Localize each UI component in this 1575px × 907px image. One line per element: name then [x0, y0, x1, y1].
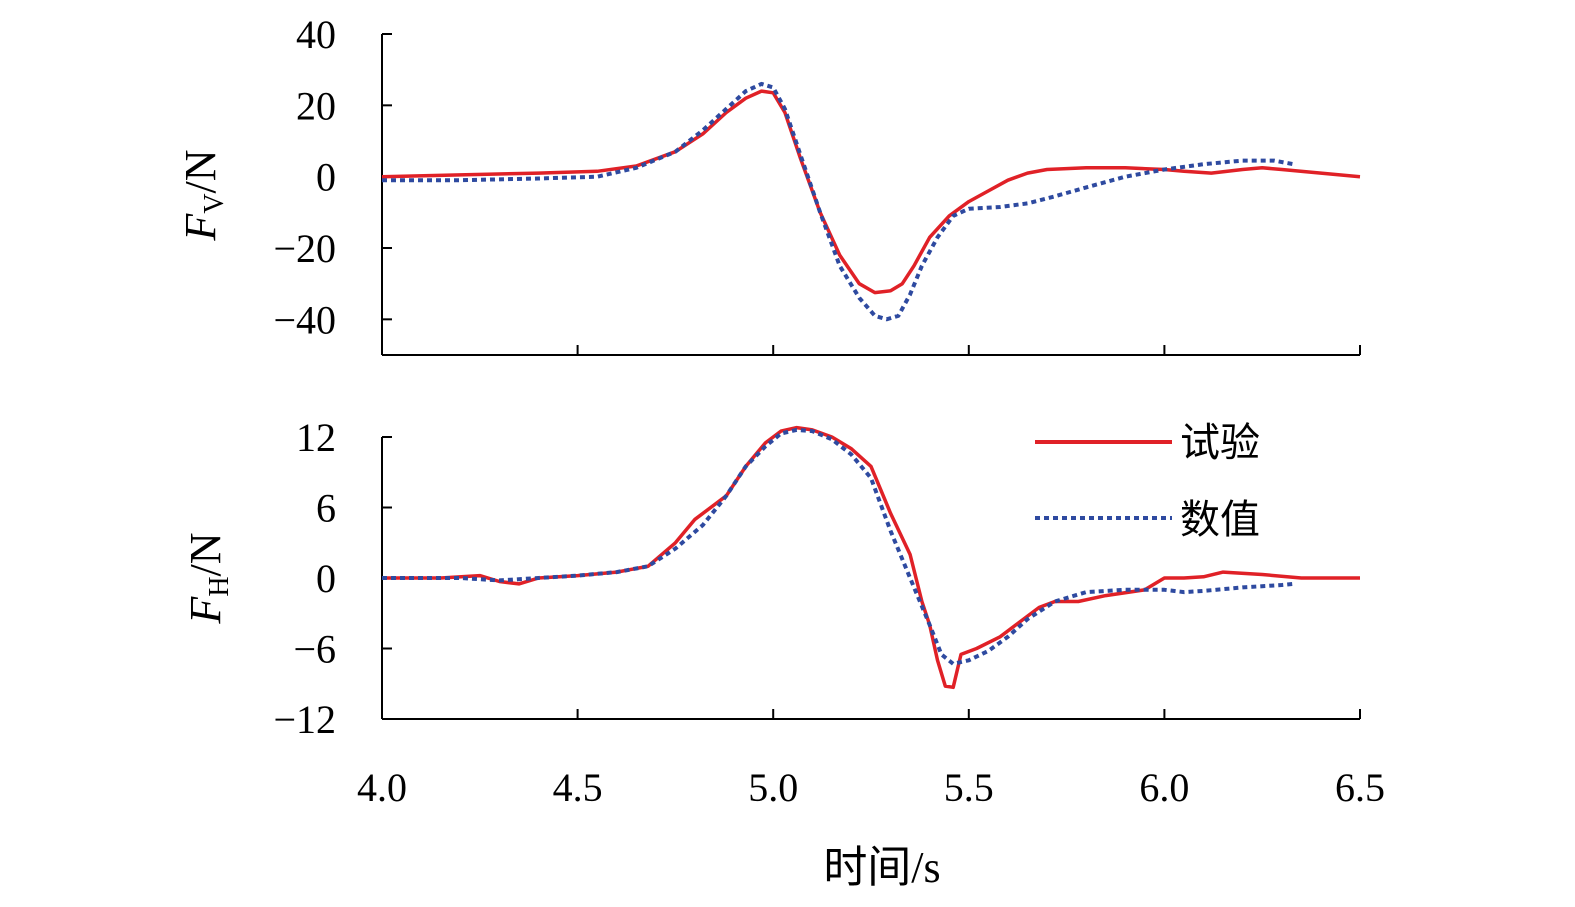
bottom-y-tick-label: 6 [316, 486, 336, 531]
bottom-y-tick-label: −6 [293, 627, 336, 672]
x-tick-label: 6.5 [1335, 765, 1385, 810]
legend-label-numeric: 数值 [1180, 497, 1260, 543]
bottom-y-tick-label: 12 [296, 415, 336, 460]
top-y-axis-title: FV/N [176, 149, 230, 241]
top-panel: 40 20 0 −20 −40 FV/N [176, 12, 1361, 356]
x-tick-label: 4.0 [357, 765, 407, 810]
x-tick-label: 5.0 [748, 765, 798, 810]
top-y-tick-label: 0 [316, 155, 336, 200]
top-y-tick-label: 40 [296, 12, 336, 57]
top-series-numeric-line [382, 81, 1294, 322]
bottom-series-test-line [382, 425, 1360, 690]
bottom-y-axis-title: FH/N [181, 532, 235, 624]
x-tick-label: 4.5 [553, 765, 603, 810]
x-tick-label: 5.5 [944, 765, 994, 810]
legend: 试验 数值 [1035, 420, 1260, 543]
top-series-test-line [381, 89, 1361, 295]
top-y-tick-label: −20 [273, 226, 336, 271]
bottom-y-tick-label: −12 [273, 697, 336, 742]
bottom-y-tick-label: 0 [316, 556, 336, 601]
top-y-tick-label: 20 [296, 83, 336, 128]
bottom-series-numeric-line [382, 427, 1294, 666]
x-tick-label: 6.0 [1139, 765, 1189, 810]
bottom-panel: 12 6 0 −6 −12 4.0 4.5 5.0 5.5 6.0 6.5 FH/N 时间/s [181, 415, 1385, 892]
x-axis-title: 时间/s [823, 843, 940, 892]
top-y-tick-label: −40 [273, 297, 336, 342]
legend-label-test: 试验 [1180, 420, 1260, 466]
